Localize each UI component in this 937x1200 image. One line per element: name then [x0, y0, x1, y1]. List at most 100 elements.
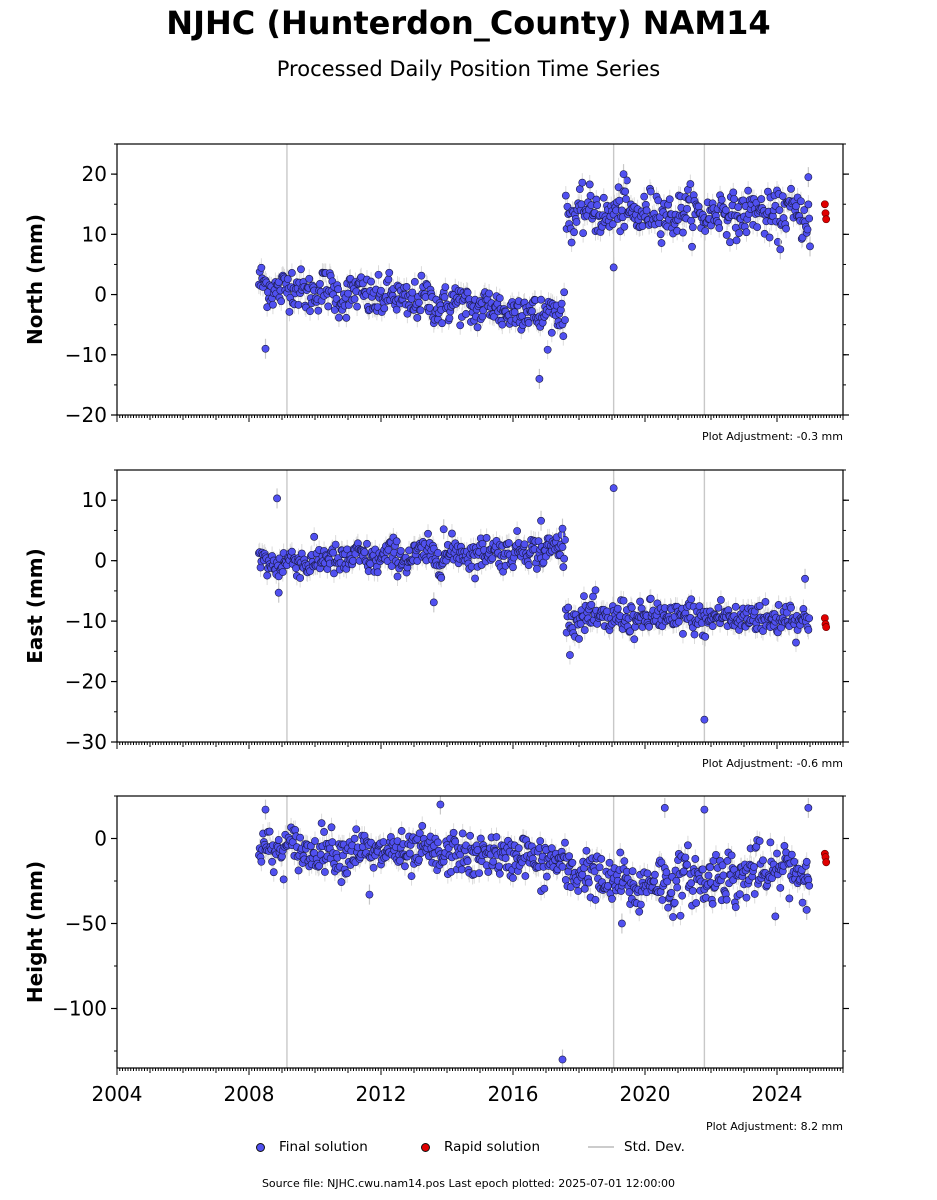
final-point [416, 306, 425, 315]
final-point [759, 856, 767, 865]
final-point [369, 863, 378, 872]
final-point [558, 862, 567, 871]
y-tick-label: 0 [94, 283, 107, 307]
final-point [408, 288, 417, 297]
final-point [448, 529, 456, 538]
final-point [591, 586, 600, 595]
final-point [651, 870, 659, 879]
final-point [603, 607, 611, 616]
final-point [283, 275, 292, 283]
final-point [407, 872, 416, 881]
final-point [297, 265, 305, 274]
final-point [590, 867, 599, 876]
final-point [417, 271, 426, 280]
final-point [415, 298, 423, 307]
final-point [678, 891, 687, 900]
final-point [514, 844, 523, 853]
final-point [731, 602, 740, 611]
final-point [521, 872, 530, 880]
final-point [352, 825, 361, 834]
final-point [473, 323, 482, 332]
final-point [616, 848, 625, 857]
final-point [330, 569, 338, 578]
final-point [734, 203, 743, 211]
outlier-point [804, 173, 813, 182]
final-point [320, 868, 329, 876]
panel-plot-area [254, 796, 831, 1068]
x-ticks [116, 415, 844, 422]
final-point [755, 837, 764, 845]
final-point [687, 216, 696, 225]
final-point [805, 614, 814, 623]
final-point [265, 827, 274, 836]
final-point [269, 300, 277, 309]
final-point [509, 563, 517, 572]
outlier-point [558, 1055, 567, 1064]
final-point [556, 306, 565, 314]
outlier-point [609, 263, 618, 272]
final-point [328, 838, 337, 847]
final-point [663, 877, 672, 886]
final-point [674, 617, 683, 626]
final-point [537, 295, 545, 304]
final-point [615, 196, 624, 205]
final-point [608, 894, 616, 903]
final-point [591, 895, 600, 904]
final-point [475, 869, 484, 878]
final-point [679, 228, 687, 237]
final-point [723, 856, 732, 865]
final-point [520, 540, 529, 549]
final-point [387, 562, 396, 571]
final-point [445, 314, 454, 323]
final-point [576, 619, 585, 628]
final-point [805, 881, 814, 890]
final-point [785, 894, 794, 903]
final-point [625, 888, 634, 897]
final-point [757, 195, 766, 203]
final-point [561, 316, 569, 324]
final-point [278, 568, 287, 576]
final-point [418, 822, 427, 830]
final-point [415, 829, 424, 838]
final-point [580, 884, 589, 893]
final-point [774, 601, 783, 609]
final-point [778, 192, 787, 201]
final-point [727, 851, 736, 860]
y-ticks: 0 −50 −100 [52, 795, 849, 1052]
final-point [750, 863, 758, 871]
final-point [787, 184, 795, 193]
final-point [405, 849, 414, 858]
final-point [587, 600, 596, 609]
final-point [715, 224, 724, 233]
final-point [488, 554, 497, 563]
final-point [310, 532, 319, 541]
final-point [792, 638, 800, 647]
final-point [392, 305, 401, 314]
final-point [582, 846, 591, 855]
final-point [350, 295, 359, 303]
final-point [708, 900, 717, 908]
final-point [294, 300, 303, 309]
final-point [379, 838, 388, 846]
y-tick-label: 10 [82, 222, 107, 246]
final-point [628, 867, 637, 876]
final-point [708, 622, 717, 630]
final-point [712, 850, 720, 859]
rapid-point [822, 623, 831, 632]
y-tick-label: 0 [94, 827, 107, 851]
panel-frame [116, 143, 844, 416]
final-point [524, 561, 533, 569]
final-point [415, 855, 423, 864]
outlier-point [558, 524, 567, 533]
final-point [572, 218, 581, 226]
final-point [476, 834, 485, 843]
final-point [742, 228, 751, 237]
final-point [463, 288, 472, 297]
outlier-point [801, 574, 809, 583]
final-point [667, 888, 676, 897]
final-point [672, 876, 681, 885]
outlier-point [776, 245, 785, 254]
final-point [646, 594, 655, 603]
final-point [803, 225, 812, 234]
